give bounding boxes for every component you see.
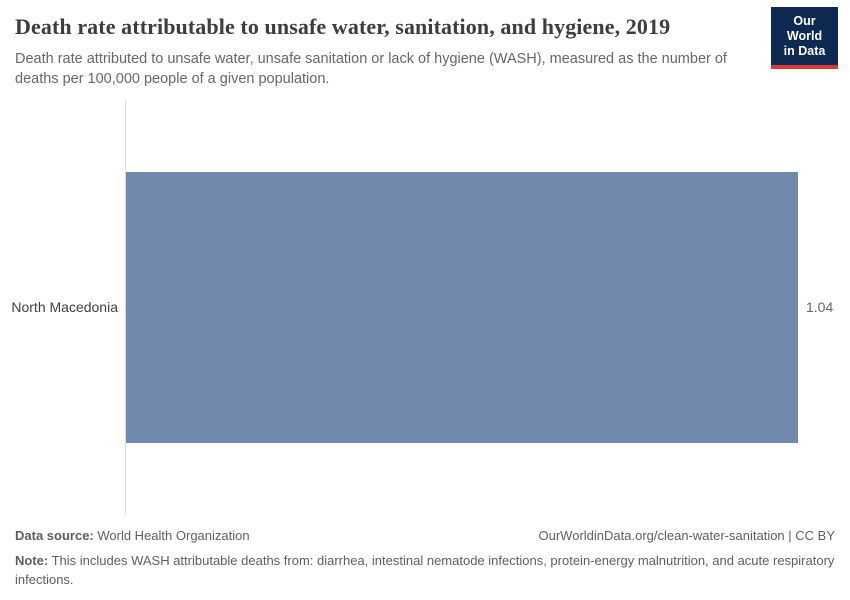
chart-subtitle: Death rate attributed to unsafe water, u…	[15, 51, 727, 88]
footer-source-row: Data source: World Health Organization O…	[15, 527, 835, 545]
entity-label-north-macedonia: North Macedonia	[11, 299, 118, 315]
owid-logo: Our World in Data	[771, 7, 838, 69]
attribution-link[interactable]: OurWorldinData.org/clean-water-sanitatio…	[538, 528, 835, 543]
value-label-north-macedonia: 1.04	[806, 299, 834, 315]
footer-note: Note: This includes WASH attributable de…	[15, 552, 835, 590]
plot-area: North Macedonia 1.04	[0, 100, 850, 515]
owid-logo-line2: in Data	[783, 44, 826, 58]
y-axis-line	[125, 100, 126, 515]
chart-header: Death rate attributable to unsafe water,…	[15, 7, 838, 89]
owid-logo-line1: Our World	[786, 14, 823, 43]
data-source-value: World Health Organization	[93, 528, 250, 543]
bar-north-macedonia[interactable]	[126, 172, 798, 443]
note-label: Note:	[15, 553, 49, 569]
chart-title: Death rate attributable to unsafe water,…	[15, 14, 671, 39]
note-text: This includes WASH attributable deaths f…	[15, 553, 835, 588]
chart-footer: Data source: World Health Organization O…	[15, 527, 835, 590]
data-source: Data source: World Health Organization	[15, 527, 250, 545]
data-source-label: Data source:	[15, 528, 94, 543]
